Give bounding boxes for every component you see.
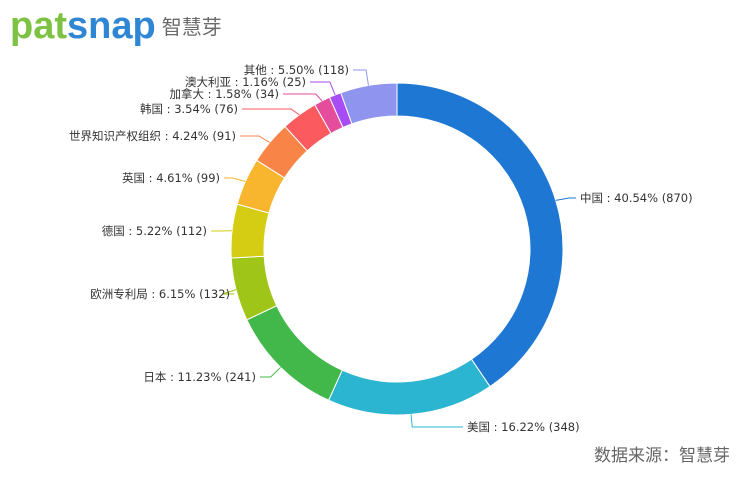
leader-line-3 xyxy=(222,289,237,295)
leader-line-1 xyxy=(410,414,463,428)
leader-line-8 xyxy=(283,93,323,102)
patsnap-logo: patsnap 智慧芽 xyxy=(10,6,222,46)
logo-pat: pat xyxy=(10,5,67,47)
data-source-note: 数据来源：智慧芽 xyxy=(594,446,730,466)
slice-label-2: 日本 : 11.23% (241) xyxy=(143,370,256,384)
leader-line-9 xyxy=(310,81,336,96)
logo-chinese-name: 智慧芽 xyxy=(161,15,222,39)
slice-label-5: 英国 : 4.61% (99) xyxy=(122,171,220,185)
slice-10 xyxy=(340,82,398,125)
slice-0 xyxy=(396,82,564,388)
leader-line-2 xyxy=(260,366,281,378)
slice-label-9: 澳大利亚 : 1.16% (25) xyxy=(185,75,306,89)
slice-label-3: 欧洲专利局 : 6.15% (132) xyxy=(90,287,230,301)
slice-4 xyxy=(230,203,270,259)
slice-1 xyxy=(327,358,491,416)
slice-label-8: 加拿大 : 1.58% (34) xyxy=(170,87,279,101)
slice-label-4: 德国 : 5.22% (112) xyxy=(102,224,207,238)
slice-label-1: 美国 : 16.22% (348) xyxy=(467,420,580,434)
slice-label-0: 中国 : 40.54% (870) xyxy=(580,191,693,205)
slice-2 xyxy=(246,305,343,401)
slice-label-10: 其他 : 5.50% (118) xyxy=(244,63,349,77)
leader-line-10 xyxy=(353,69,369,86)
logo-snap: snap xyxy=(67,5,156,47)
logo-wordmark: patsnap xyxy=(10,6,156,46)
leader-line-0 xyxy=(555,197,576,201)
leader-line-6 xyxy=(240,135,270,143)
leader-line-5 xyxy=(224,177,246,182)
slice-label-6: 世界知识产权组织 : 4.24% (91) xyxy=(69,129,236,143)
leader-line-7 xyxy=(242,108,300,116)
slice-label-7: 韩国 : 3.54% (76) xyxy=(140,102,238,116)
